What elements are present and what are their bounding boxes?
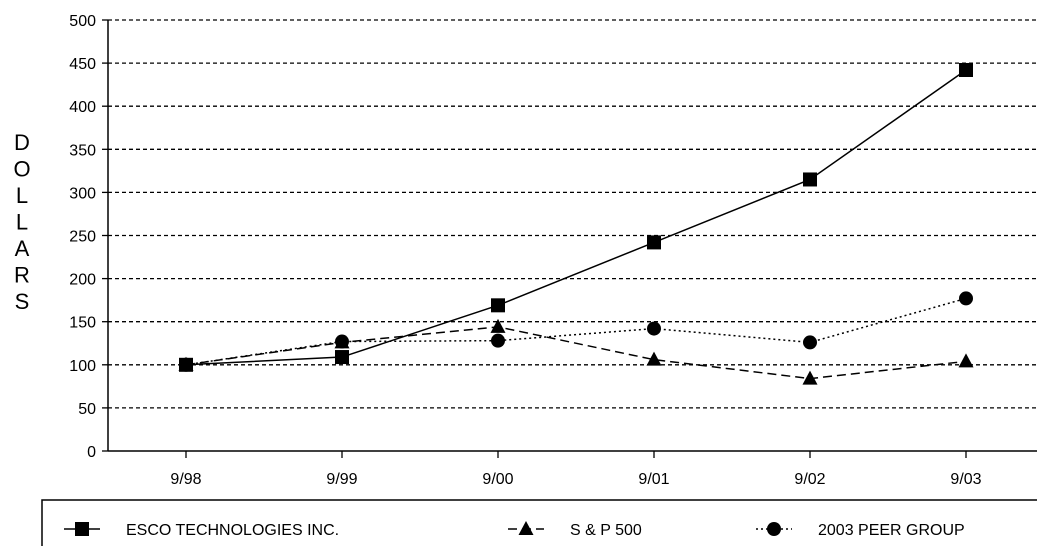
data-point-circle	[959, 291, 973, 306]
x-tick-labels: 9/98 9/99 9/00 9/01 9/02 9/03	[170, 471, 981, 488]
x-tick-label: 9/02	[794, 471, 825, 488]
y-tick-label: 350	[69, 142, 96, 159]
x-tick-label: 9/00	[482, 471, 513, 488]
data-point-square	[959, 62, 973, 77]
data-point-square	[335, 350, 349, 365]
data-point-triangle	[646, 351, 662, 366]
y-tick-label: 200	[69, 272, 96, 289]
data-point-square	[179, 357, 193, 372]
legend: ESCO TECHNOLOGIES INC. S & P 500 2003 PEER…	[41, 499, 1037, 546]
data-point-square	[491, 298, 505, 313]
y-tick-label: 150	[69, 315, 96, 332]
x-tick-label: 9/01	[638, 471, 669, 488]
axes-layer	[102, 19, 1037, 458]
y-tick-label: 450	[69, 56, 96, 73]
data-point-circle	[767, 522, 781, 536]
legend-label: ESCO TECHNOLOGIES INC.	[126, 522, 339, 539]
legend-label: 2003 PEER GROUP	[818, 522, 965, 539]
y-tick-label: 100	[69, 358, 96, 375]
y-axis-label-letter: O	[13, 157, 30, 182]
grid-layer	[108, 19, 1037, 409]
series-line-s-p-500	[185, 326, 967, 380]
x-tick-label: 9/98	[170, 471, 201, 488]
y-axis-label-letter: A	[15, 236, 30, 261]
data-point-circle	[491, 333, 505, 348]
x-tick-label: 9/03	[950, 471, 981, 488]
y-tick-labels: 0 50 100 150 200 250 300 350 400 450 500	[69, 13, 96, 461]
data-point-square	[803, 172, 817, 187]
series-line-esco-technologies-inc	[185, 69, 967, 366]
y-tick-label: 500	[69, 13, 96, 30]
data-point-triangle	[958, 353, 974, 368]
y-axis-label-letter: L	[16, 183, 28, 208]
y-tick-label: 50	[78, 401, 96, 418]
series-line-2003-peer-group	[185, 297, 967, 366]
data-point-circle	[803, 335, 817, 350]
data-point-triangle	[334, 334, 350, 349]
y-axis-label-letter: L	[16, 210, 28, 235]
y-tick-label: 250	[69, 229, 96, 246]
y-tick-label: 0	[87, 444, 96, 461]
data-point-triangle	[518, 521, 534, 535]
y-axis-label-letter: S	[15, 289, 30, 314]
y-axis-label-letter: R	[14, 263, 30, 288]
legend-label: S & P 500	[570, 522, 642, 539]
data-point-triangle	[802, 370, 818, 385]
y-axis-label-letter: D	[14, 130, 30, 155]
x-tick-label: 9/99	[326, 471, 357, 488]
y-tick-label: 400	[69, 99, 96, 116]
legend-box	[41, 499, 1037, 546]
data-point-square	[75, 522, 89, 536]
data-point-triangle	[490, 318, 506, 333]
data-point-circle	[647, 321, 661, 336]
y-tick-label: 300	[69, 185, 96, 202]
series-layer	[178, 62, 974, 385]
data-point-square	[647, 235, 661, 250]
